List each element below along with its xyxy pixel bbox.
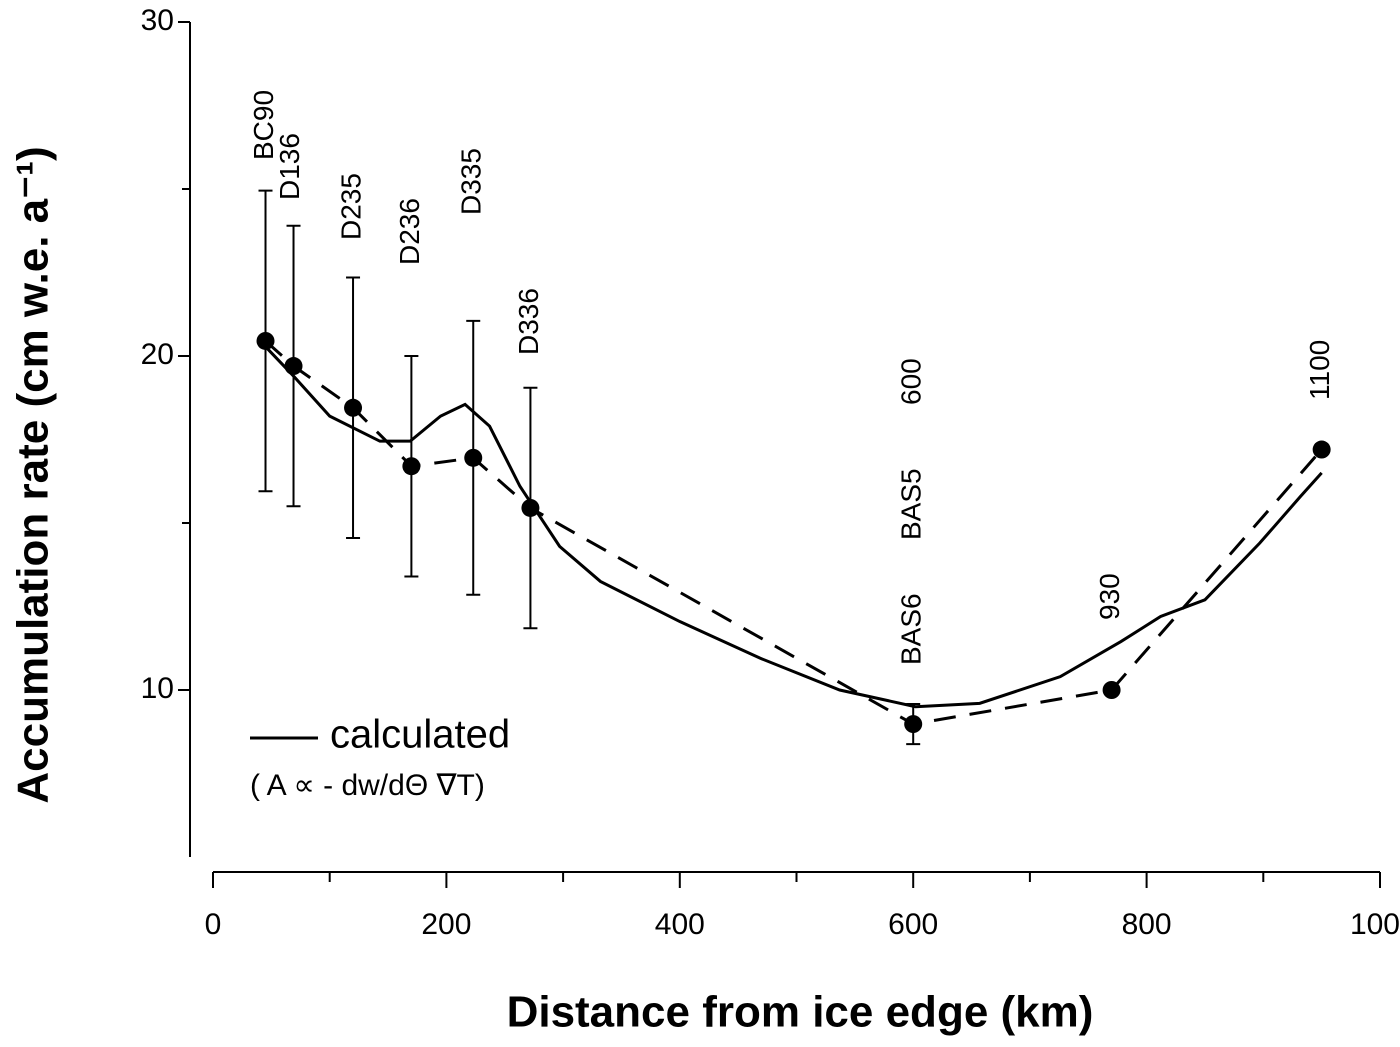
- x-tick-label: 600: [888, 908, 938, 941]
- annotation: 600: [896, 358, 927, 405]
- y-tick-label: 20: [141, 338, 174, 371]
- marker: [1312, 440, 1331, 459]
- y-axis-title: Accumulation rate (cm w.e. a⁻¹): [9, 146, 58, 803]
- marker: [464, 448, 483, 467]
- annotation: BAS5: [896, 468, 927, 540]
- y-tick-label: 30: [141, 4, 174, 37]
- marker: [344, 398, 363, 417]
- annotation: 930: [1094, 573, 1125, 620]
- annotation: BC90: [248, 90, 279, 160]
- legend-label: calculated: [330, 713, 510, 757]
- marker: [256, 331, 275, 350]
- marker: [402, 457, 421, 476]
- x-tick-label: 0: [205, 908, 222, 941]
- dashed-line: [264, 339, 1323, 726]
- annotation: D136: [274, 133, 305, 200]
- y-tick-label: 10: [141, 672, 174, 705]
- x-tick-label: 100: [1350, 908, 1400, 941]
- legend-note: ( A ∝ - dw/dΘ ∇T): [250, 769, 485, 802]
- annotation: D235: [335, 173, 366, 240]
- x-axis-title: Distance from ice edge (km): [507, 988, 1094, 1037]
- x-tick-label: 400: [655, 908, 705, 941]
- marker: [904, 715, 923, 734]
- x-tick-label: 200: [421, 908, 471, 941]
- annotation: BAS6: [896, 593, 927, 665]
- marker: [284, 357, 303, 376]
- line: [257, 338, 1323, 709]
- x-tick-label: 800: [1122, 908, 1172, 941]
- marker: [1102, 681, 1121, 699]
- marker: [521, 498, 540, 517]
- annotation: 1100: [1304, 340, 1335, 400]
- annotation: D236: [394, 198, 425, 265]
- annotation: D336: [513, 288, 544, 355]
- annotation: D335: [456, 148, 487, 215]
